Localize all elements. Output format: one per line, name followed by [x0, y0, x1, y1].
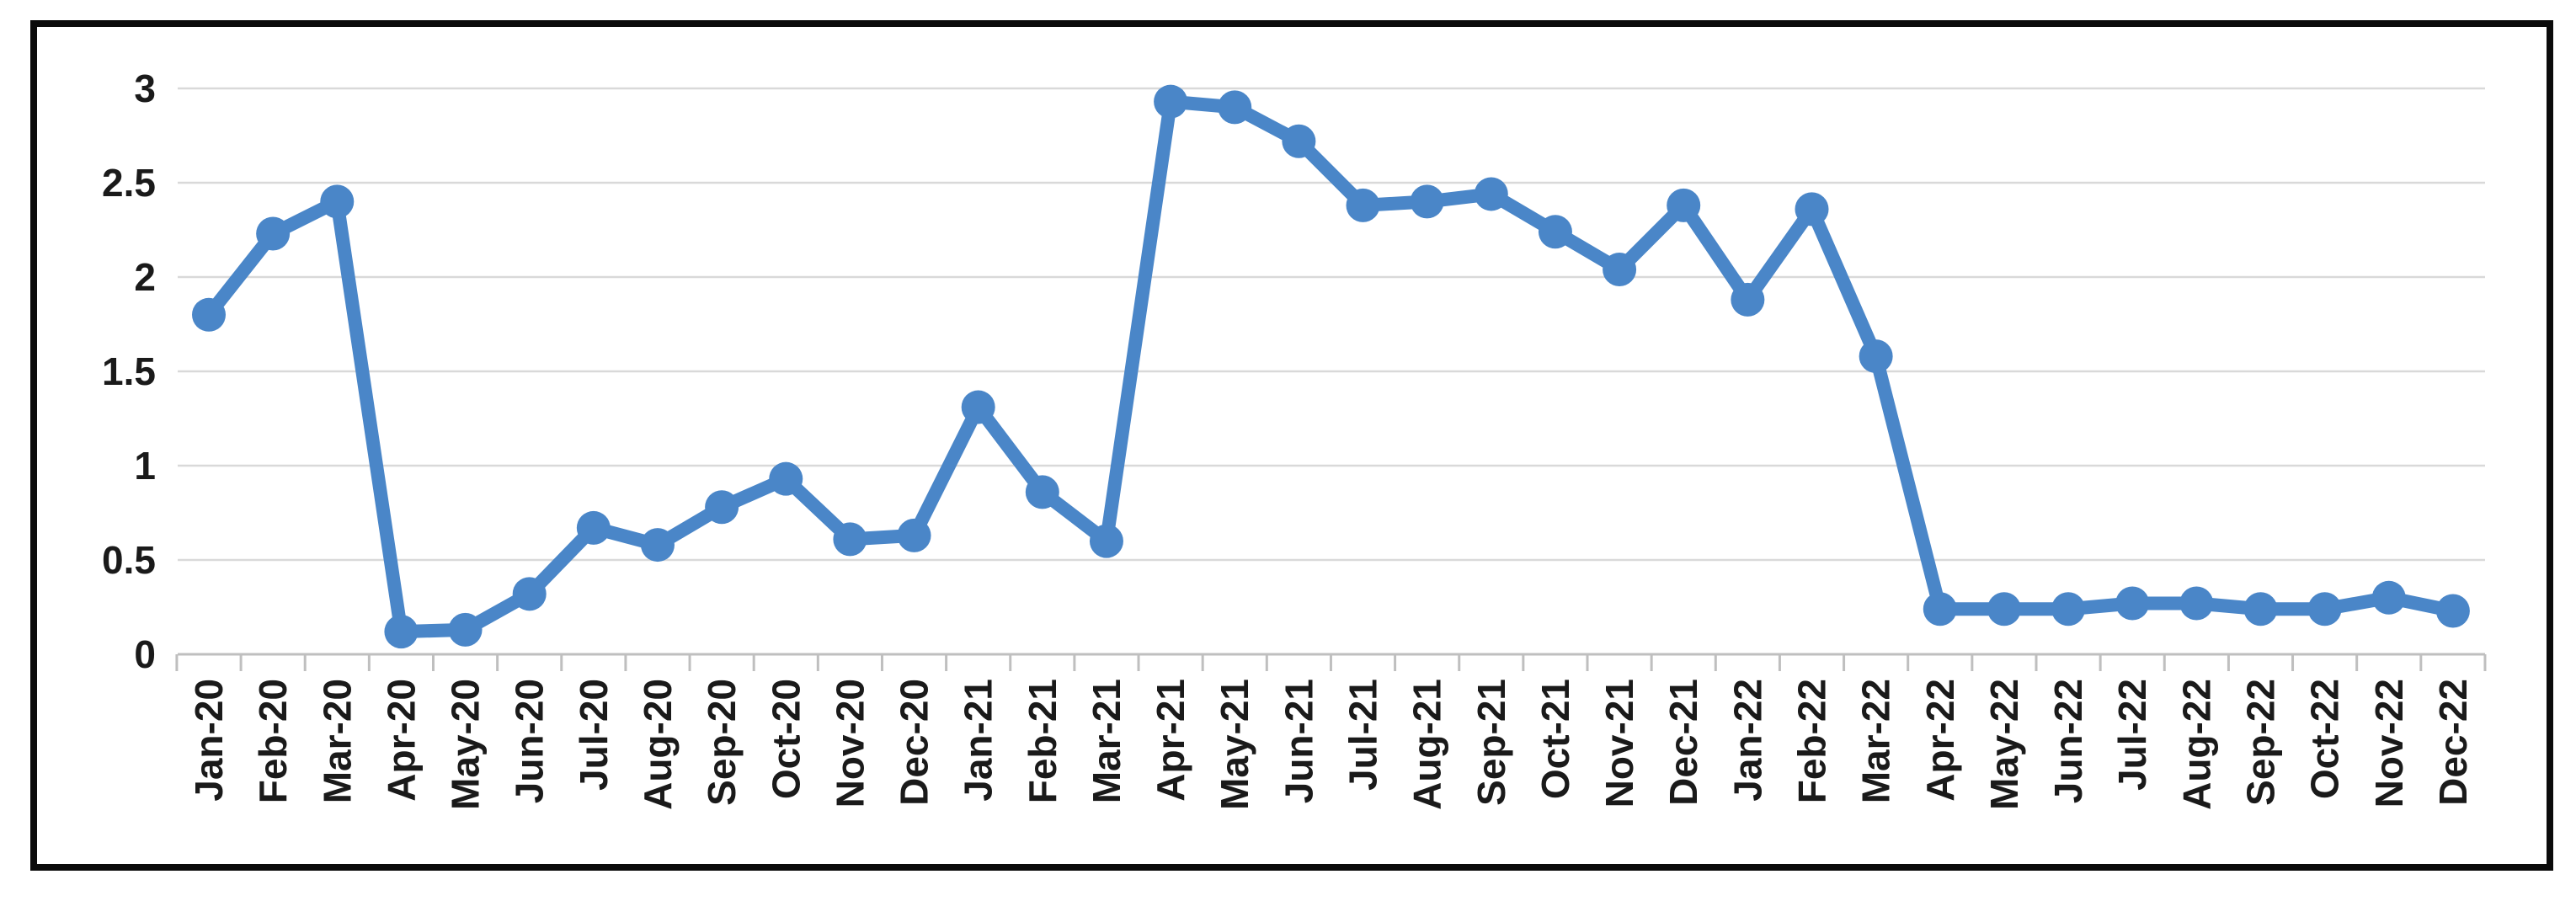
- x-axis-label: Oct-21: [1533, 679, 1577, 799]
- y-axis-label: 2: [134, 255, 156, 299]
- y-axis-label: 2.5: [102, 161, 156, 205]
- chart-frame-border: [30, 20, 2553, 871]
- x-axis-label: Jun-22: [2046, 679, 2090, 803]
- data-point-marker: [192, 297, 226, 332]
- x-axis-label: May-22: [1982, 679, 2026, 810]
- x-axis-label: Aug-20: [636, 679, 680, 810]
- x-axis-label: Nov-22: [2367, 679, 2411, 808]
- x-axis-label: Mar-20: [315, 679, 359, 803]
- x-axis-label: Feb-21: [1021, 679, 1064, 803]
- x-axis-label: Mar-22: [1854, 679, 1898, 803]
- data-point-marker: [769, 461, 803, 496]
- data-point-marker: [512, 577, 547, 611]
- data-point-marker: [640, 528, 675, 562]
- data-point-marker: [1474, 177, 1508, 211]
- x-axis-label: Sep-20: [700, 679, 744, 806]
- data-point-marker: [576, 510, 611, 545]
- data-point-marker: [448, 612, 483, 647]
- data-point-marker: [961, 390, 995, 424]
- x-axis-label: Oct-22: [2303, 679, 2347, 799]
- x-axis-label: Dec-22: [2431, 679, 2475, 806]
- trend-line: [202, 94, 2460, 639]
- data-point-marker: [1731, 282, 1765, 317]
- data-point-marker: [2051, 592, 2086, 626]
- y-axis-label: 0: [134, 632, 156, 676]
- data-point-marker: [1346, 188, 1380, 222]
- data-point-marker: [2115, 586, 2150, 621]
- x-axis-label: Jan-21: [957, 679, 1000, 802]
- x-axis-label: Nov-20: [828, 679, 872, 808]
- y-axis-label: 0.5: [102, 538, 156, 582]
- x-axis-label: Nov-21: [1597, 679, 1641, 808]
- x-axis-label: Apr-21: [1149, 679, 1192, 802]
- y-axis-label: 1: [134, 444, 156, 488]
- x-axis-label: Aug-22: [2174, 679, 2218, 810]
- data-point-marker: [1667, 188, 1701, 222]
- x-axis-label: Sep-22: [2238, 679, 2282, 806]
- data-point-marker: [256, 216, 291, 251]
- data-point-marker: [705, 490, 739, 525]
- data-point-marker: [2243, 592, 2278, 626]
- y-axis-label: 1.5: [102, 349, 156, 393]
- data-point-marker: [1795, 192, 1829, 227]
- x-axis-label: Dec-20: [893, 679, 936, 806]
- x-axis-label: Oct-20: [764, 679, 808, 799]
- data-point-marker: [1923, 592, 1957, 626]
- data-point-marker: [1410, 184, 1444, 219]
- data-point-marker: [2307, 592, 2342, 626]
- x-axis-label: Feb-20: [251, 679, 295, 803]
- data-point-marker: [2179, 586, 2214, 621]
- data-point-marker: [2435, 594, 2470, 628]
- x-axis-label: Mar-21: [1085, 679, 1128, 803]
- data-point-marker: [1089, 524, 1123, 558]
- x-axis-label: Feb-22: [1790, 679, 1834, 803]
- data-point-marker: [1859, 339, 1893, 374]
- x-axis-label: Jun-20: [508, 679, 552, 803]
- data-point-marker: [320, 184, 355, 219]
- data-point-marker: [897, 518, 931, 552]
- x-axis-label: Jul-22: [2110, 679, 2154, 791]
- data-point-marker: [833, 522, 867, 557]
- x-axis-label: Apr-22: [1918, 679, 1962, 802]
- data-point-marker: [2371, 580, 2406, 615]
- y-axis-label: 3: [134, 67, 156, 110]
- x-axis-label: Jan-22: [1725, 679, 1769, 802]
- x-axis-label: Dec-21: [1661, 679, 1705, 806]
- x-axis-label: Aug-21: [1405, 679, 1449, 810]
- x-axis-label: Jul-21: [1341, 679, 1385, 791]
- data-point-marker: [1538, 215, 1572, 249]
- x-axis-label: May-20: [444, 679, 488, 810]
- x-axis-label: Sep-21: [1469, 679, 1513, 806]
- x-axis-label: Apr-20: [379, 679, 423, 802]
- data-point-marker: [1218, 90, 1252, 125]
- x-axis-label: Jan-20: [187, 679, 231, 802]
- x-axis-label: Jun-21: [1277, 679, 1320, 803]
- data-point-marker: [1154, 84, 1188, 119]
- x-axis-label: May-21: [1213, 679, 1256, 810]
- data-point-marker: [1282, 124, 1316, 158]
- data-point-marker: [1987, 592, 2021, 626]
- x-axis-label: Jul-20: [572, 679, 616, 791]
- data-point-marker: [1603, 253, 1637, 287]
- data-point-marker: [1025, 475, 1059, 509]
- data-point-marker: [384, 615, 419, 649]
